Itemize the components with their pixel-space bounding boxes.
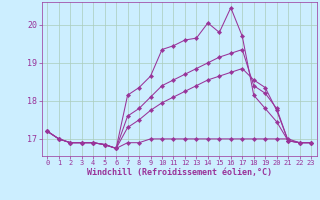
X-axis label: Windchill (Refroidissement éolien,°C): Windchill (Refroidissement éolien,°C) (87, 168, 272, 177)
